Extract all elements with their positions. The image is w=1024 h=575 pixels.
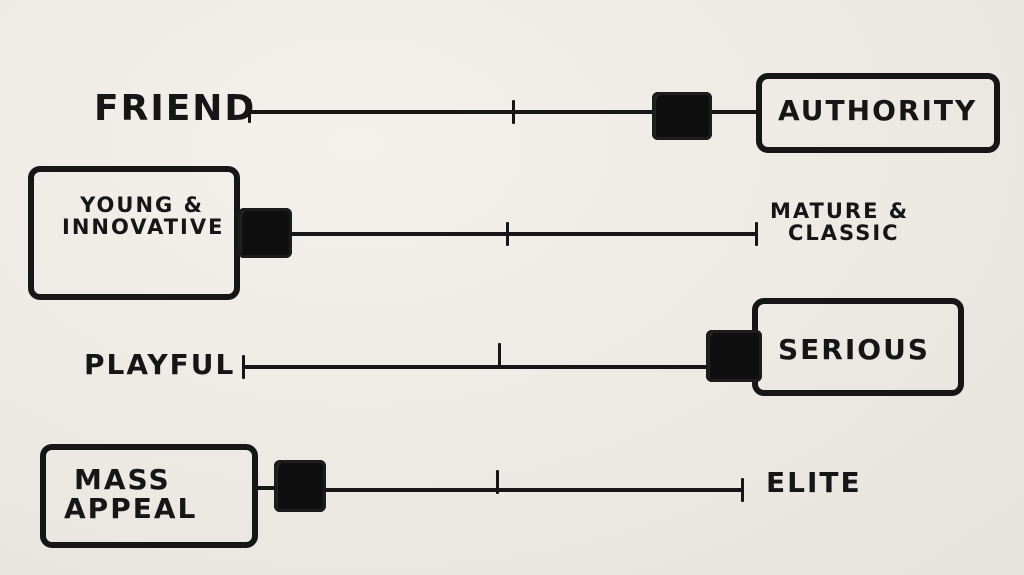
classic-line: CLASSIC: [788, 221, 900, 246]
scale-end-tick: [741, 478, 744, 502]
appeal-line: APPEAL: [64, 492, 198, 526]
scale-marker: [706, 330, 762, 382]
scale-marker: [238, 208, 292, 258]
friend-label: FRIEND: [94, 88, 257, 129]
young-line: YOUNG &: [80, 193, 204, 217]
authority-box: [756, 73, 1000, 153]
mass-appeal-box: [40, 444, 258, 548]
mature-line: MATURE &: [770, 199, 910, 223]
mature-classic-label: MATURE & CLASSIC: [770, 200, 948, 244]
scale-end-tick: [755, 222, 758, 246]
young-innovative-box: [28, 166, 240, 300]
mass-line: MASS: [74, 463, 171, 496]
scale-midpoint-tick: [496, 470, 499, 494]
scale-midpoint-tick: [506, 222, 509, 246]
young-innovative-label: YOUNG & INNOVATIVE: [62, 194, 222, 238]
scale-line-left-stub: [256, 486, 276, 490]
innovative-line: INNOVATIVE: [62, 215, 225, 240]
scale-marker: [652, 92, 712, 140]
scale-line: [324, 488, 744, 492]
serious-label: SERIOUS: [778, 333, 930, 366]
scale-line: [242, 365, 762, 369]
playful-label: PLAYFUL: [84, 348, 236, 381]
mass-appeal-label: MASS APPEAL: [64, 465, 234, 524]
scale-line: [248, 110, 760, 114]
scale-midpoint-tick: [498, 343, 501, 367]
elite-label: ELITE: [766, 466, 862, 499]
scale-line: [290, 232, 758, 236]
scale-marker: [274, 460, 326, 512]
authority-label: AUTHORITY: [778, 94, 978, 127]
scale-midpoint-tick: [512, 100, 515, 124]
